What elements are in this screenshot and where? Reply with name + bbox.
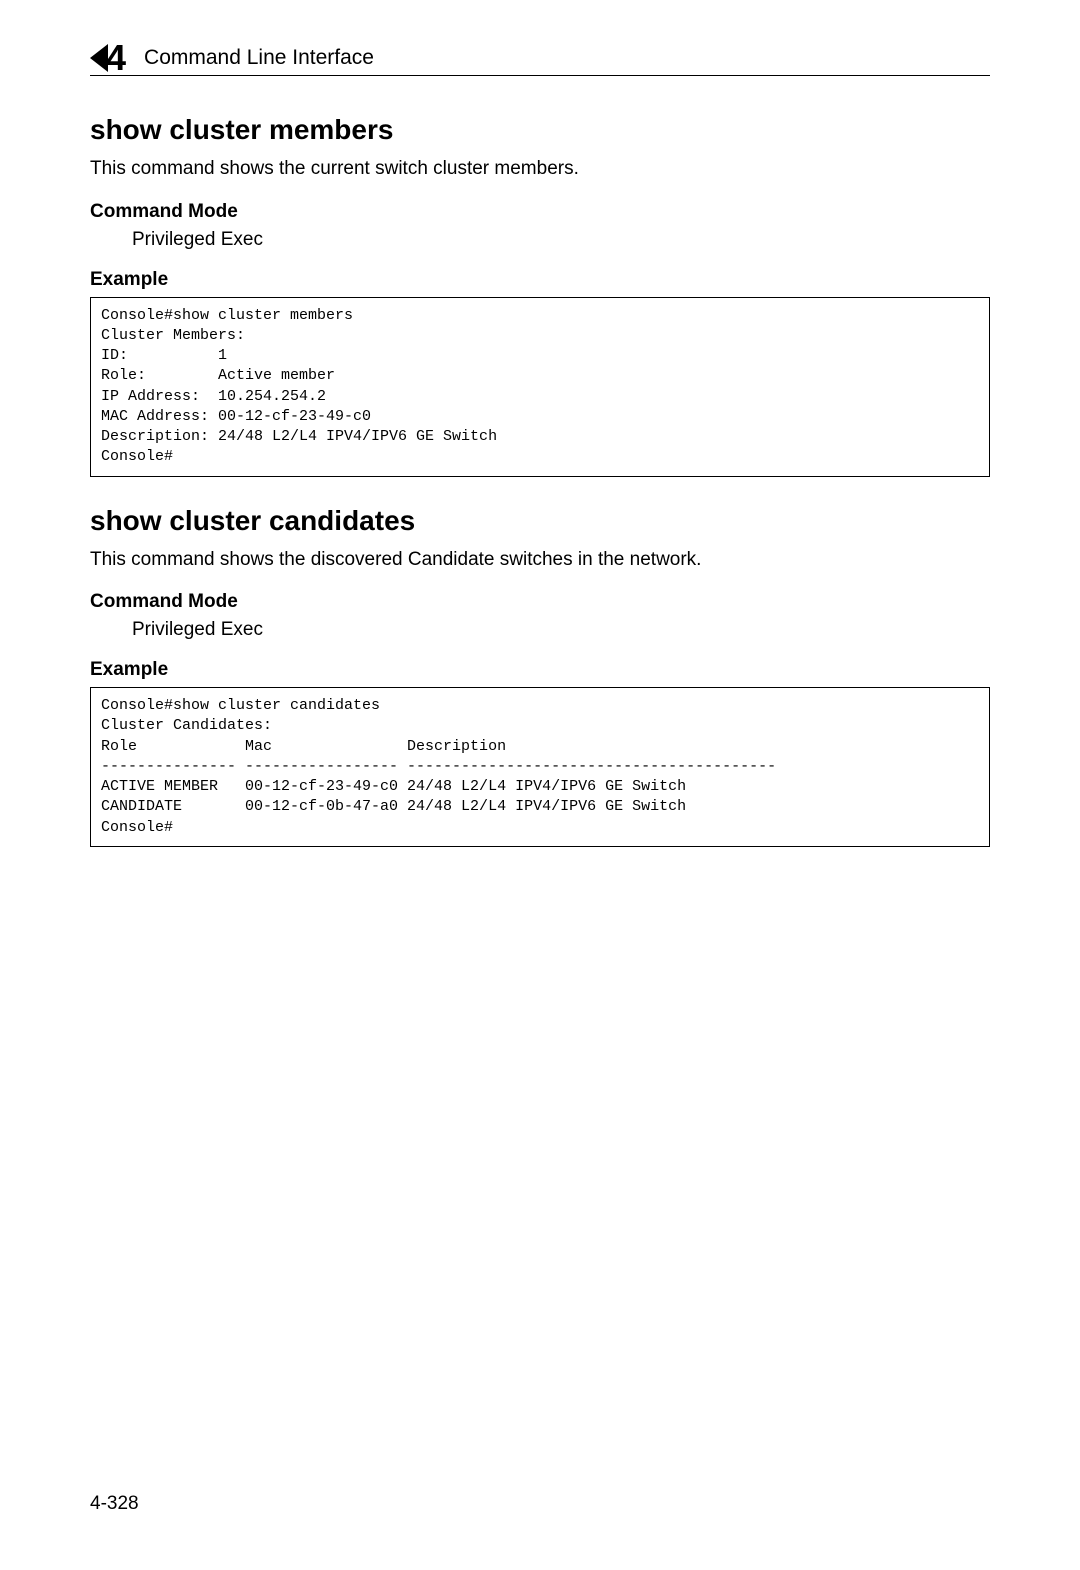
command-mode-label: Command Mode	[90, 201, 990, 223]
page-header: 4 Command Line Interface	[90, 40, 990, 76]
example-label: Example	[90, 269, 990, 291]
command-mode-value: Privileged Exec	[132, 229, 990, 251]
chapter-number: 4	[106, 40, 126, 76]
command-mode-label: Command Mode	[90, 591, 990, 613]
section-heading: show cluster members	[90, 114, 990, 146]
section-description: This command shows the discovered Candid…	[90, 547, 990, 574]
example-label: Example	[90, 659, 990, 681]
section-show-cluster-candidates: show cluster candidates This command sho…	[90, 505, 990, 847]
command-mode-value: Privileged Exec	[132, 619, 990, 641]
chapter-badge: 4	[90, 40, 126, 76]
header-title: Command Line Interface	[144, 46, 374, 70]
section-description: This command shows the current switch cl…	[90, 156, 990, 183]
section-show-cluster-members: show cluster members This command shows …	[90, 114, 990, 477]
header-rule	[90, 75, 990, 76]
page-number: 4-328	[90, 1493, 139, 1515]
example-code: Console#show cluster candidates Cluster …	[90, 687, 990, 847]
section-heading: show cluster candidates	[90, 505, 990, 537]
example-code: Console#show cluster members Cluster Mem…	[90, 297, 990, 477]
